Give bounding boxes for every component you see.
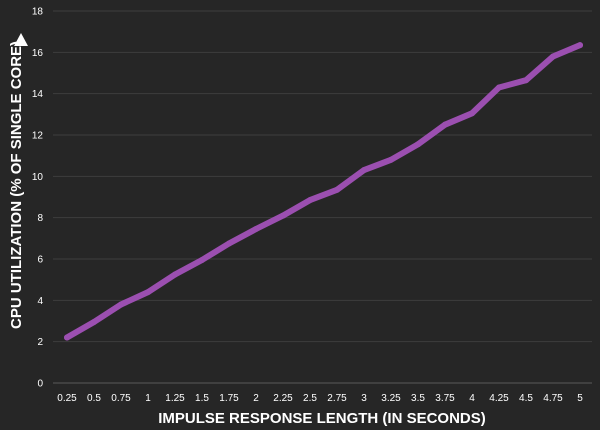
x-tick-label: 4 [469, 393, 475, 404]
y-tick-label: 12 [32, 131, 44, 142]
y-tick-label: 16 [32, 48, 44, 59]
data-point [226, 240, 232, 247]
data-point [172, 271, 178, 278]
y-tick-label: 14 [32, 89, 44, 100]
y-tick-label: 10 [32, 172, 44, 183]
data-point [91, 319, 97, 326]
data-point [280, 212, 286, 219]
data-point [145, 289, 151, 296]
data-point [361, 167, 367, 174]
data-point [253, 226, 259, 233]
data-point [496, 84, 502, 91]
y-tick-label: 6 [37, 255, 43, 266]
y-axis-title: CPU UTILIZATION (% OF SINGLE CORE) [8, 41, 25, 329]
x-tick-label: 0.75 [111, 393, 131, 404]
data-point [118, 301, 124, 308]
x-tick-label: 5 [577, 393, 583, 404]
y-tick-label: 0 [37, 379, 43, 390]
x-tick-label: 1.75 [219, 393, 239, 404]
series-line-0 [64, 42, 583, 341]
data-point [442, 121, 448, 128]
y-axis-arrow-icon [14, 33, 28, 46]
data-point [577, 42, 583, 49]
x-tick-label: 1.5 [195, 393, 209, 404]
x-tick-label: 3.75 [435, 393, 455, 404]
x-tick-label: 2.75 [327, 393, 347, 404]
x-tick-label: 0.25 [57, 393, 77, 404]
x-tick-label: 0.5 [87, 393, 101, 404]
data-point [415, 141, 421, 148]
y-tick-labels: 0 2 4 6 8 10 12 14 16 18 [32, 7, 44, 390]
data-point [64, 334, 70, 341]
y-tick-label: 2 [37, 337, 43, 348]
y-tick-label: 18 [32, 7, 44, 18]
gridlines [53, 10, 592, 384]
data-point [523, 77, 529, 84]
x-tick-labels: 0.25 0.5 0.75 1 1.25 1.5 1.75 2 2.25 2.5 2.75 3 3.25… [57, 393, 583, 404]
data-point [334, 186, 340, 193]
y-tick-label: 4 [37, 296, 43, 307]
data-point [307, 197, 313, 204]
x-tick-label: 3.25 [381, 393, 401, 404]
data-point [199, 257, 205, 264]
x-tick-label: 1.25 [165, 393, 185, 404]
x-tick-label: 4.5 [519, 393, 533, 404]
data-point [469, 110, 475, 117]
data-point [388, 156, 394, 163]
x-tick-label: 3 [361, 393, 367, 404]
x-tick-label: 2.5 [303, 393, 317, 404]
x-axis-title: IMPULSE RESPONSE LENGTH (IN SECONDS) [158, 410, 486, 427]
series-group [64, 42, 583, 341]
x-tick-label: 4.75 [543, 393, 563, 404]
data-point [550, 53, 556, 60]
x-tick-label: 4.25 [489, 393, 509, 404]
x-tick-label: 2.25 [273, 393, 293, 404]
x-tick-label: 2 [253, 393, 259, 404]
y-tick-label: 8 [37, 213, 43, 224]
x-tick-label: 3.5 [411, 393, 425, 404]
x-tick-label: 1 [145, 393, 151, 404]
